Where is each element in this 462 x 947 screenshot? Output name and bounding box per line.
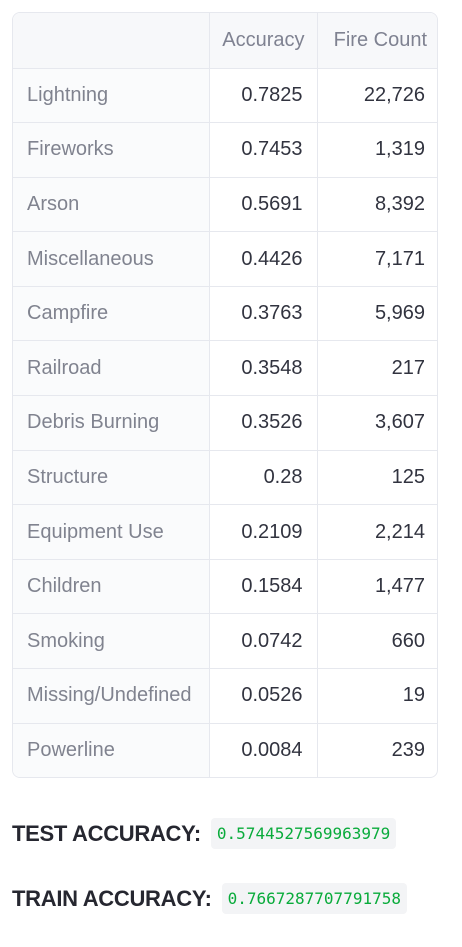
- cause-cell[interactable]: Miscellaneous: [13, 231, 210, 287]
- cause-cell[interactable]: Debris Burning: [13, 395, 210, 451]
- fire-count-cell[interactable]: 22,726: [317, 68, 437, 124]
- fire-count-cell[interactable]: 660: [317, 613, 437, 670]
- table-row: Smoking 0.0742 660: [13, 613, 437, 670]
- table-row: Arson 0.5691 8,392: [13, 177, 437, 233]
- cause-cell[interactable]: Fireworks: [13, 122, 210, 178]
- table-row: Campfire 0.3763 5,969: [13, 286, 437, 342]
- train-accuracy-label: TRAIN ACCURACY:: [12, 885, 212, 911]
- accuracy-cell[interactable]: 0.3526: [209, 395, 318, 451]
- cause-cell[interactable]: Campfire: [13, 286, 210, 342]
- table-row: Miscellaneous 0.4426 7,171: [13, 231, 437, 287]
- fire-count-cell[interactable]: 239: [391, 739, 425, 762]
- table-header-row: Accuracy Fire Count: [13, 13, 437, 69]
- accuracy-cell[interactable]: 0.1584: [209, 559, 318, 615]
- accuracy-cell[interactable]: 0.0084: [209, 723, 318, 777]
- cause-cell[interactable]: Arson: [13, 177, 210, 233]
- table-row: Debris Burning 0.3526 3,607: [13, 395, 437, 451]
- train-accuracy-metric: TRAIN ACCURACY: 0.7667287707791758: [12, 883, 407, 914]
- cause-cell[interactable]: Smoking: [13, 613, 210, 670]
- table-row: Powerline 0.0084 239: [13, 723, 437, 777]
- accuracy-cell[interactable]: 0.0742: [209, 613, 318, 670]
- cause-cell[interactable]: Powerline: [13, 723, 210, 777]
- column-header-index[interactable]: [13, 13, 210, 69]
- table-row: Structure 0.28 125: [13, 450, 437, 506]
- fire-count-cell[interactable]: 217: [317, 340, 437, 397]
- train-accuracy-value: 0.7667287707791758: [221, 883, 407, 914]
- fire-count-cell[interactable]: 8,392: [317, 177, 437, 233]
- cause-cell[interactable]: Lightning: [13, 68, 210, 124]
- cause-cell[interactable]: Equipment Use: [13, 504, 210, 560]
- accuracy-cell[interactable]: 0.0526: [209, 668, 318, 724]
- cause-cell[interactable]: Railroad: [13, 340, 210, 397]
- fire-count-cell[interactable]: 5,969: [317, 286, 437, 342]
- table-row: Railroad 0.3548 217: [13, 340, 437, 397]
- table-row: Fireworks 0.7453 1,319: [13, 122, 437, 178]
- fire-count-cell[interactable]: 3,607: [317, 395, 437, 451]
- column-header-accuracy[interactable]: Accuracy: [209, 13, 318, 69]
- accuracy-cell[interactable]: 0.7453: [209, 122, 318, 178]
- accuracy-table[interactable]: Accuracy Fire Count Lightning 0.7825 22,72…: [12, 12, 438, 778]
- cause-cell[interactable]: Missing/Undefined: [13, 668, 210, 724]
- table-row: Missing/Undefined 0.0526 19: [13, 668, 437, 724]
- fire-count-cell[interactable]: 7,171: [317, 231, 437, 287]
- fire-count-cell[interactable]: 19: [317, 668, 437, 724]
- fire-count-cell[interactable]: 2,214: [317, 504, 437, 560]
- fire-count-cell[interactable]: 125: [317, 450, 437, 506]
- cause-cell[interactable]: Structure: [13, 450, 210, 506]
- accuracy-cell[interactable]: 0.3763: [209, 286, 318, 342]
- accuracy-cell[interactable]: 0.7825: [209, 68, 318, 124]
- cause-cell[interactable]: Children: [13, 559, 210, 615]
- accuracy-table-grid: Accuracy Fire Count Lightning 0.7825 22,72…: [13, 13, 437, 777]
- fire-count-cell[interactable]: 1,319: [317, 122, 437, 178]
- accuracy-cell[interactable]: 0.28: [209, 450, 318, 506]
- accuracy-cell[interactable]: 0.4426: [209, 231, 318, 287]
- table-row: Children 0.1584 1,477: [13, 559, 437, 615]
- accuracy-cell[interactable]: 0.2109: [209, 504, 318, 560]
- table-row: Lightning 0.7825 22,726: [13, 68, 437, 124]
- accuracy-cell[interactable]: 0.3548: [209, 340, 318, 397]
- test-accuracy-metric: TEST ACCURACY: 0.5744527569963979: [12, 818, 397, 849]
- test-accuracy-value: 0.5744527569963979: [210, 818, 397, 849]
- test-accuracy-label: TEST ACCURACY:: [12, 820, 201, 846]
- table-row: Equipment Use 0.2109 2,214: [13, 504, 437, 560]
- accuracy-cell[interactable]: 0.5691: [209, 177, 318, 233]
- column-header-fire-count[interactable]: Fire Count: [317, 13, 437, 69]
- fire-count-cell[interactable]: 1,477: [317, 559, 437, 615]
